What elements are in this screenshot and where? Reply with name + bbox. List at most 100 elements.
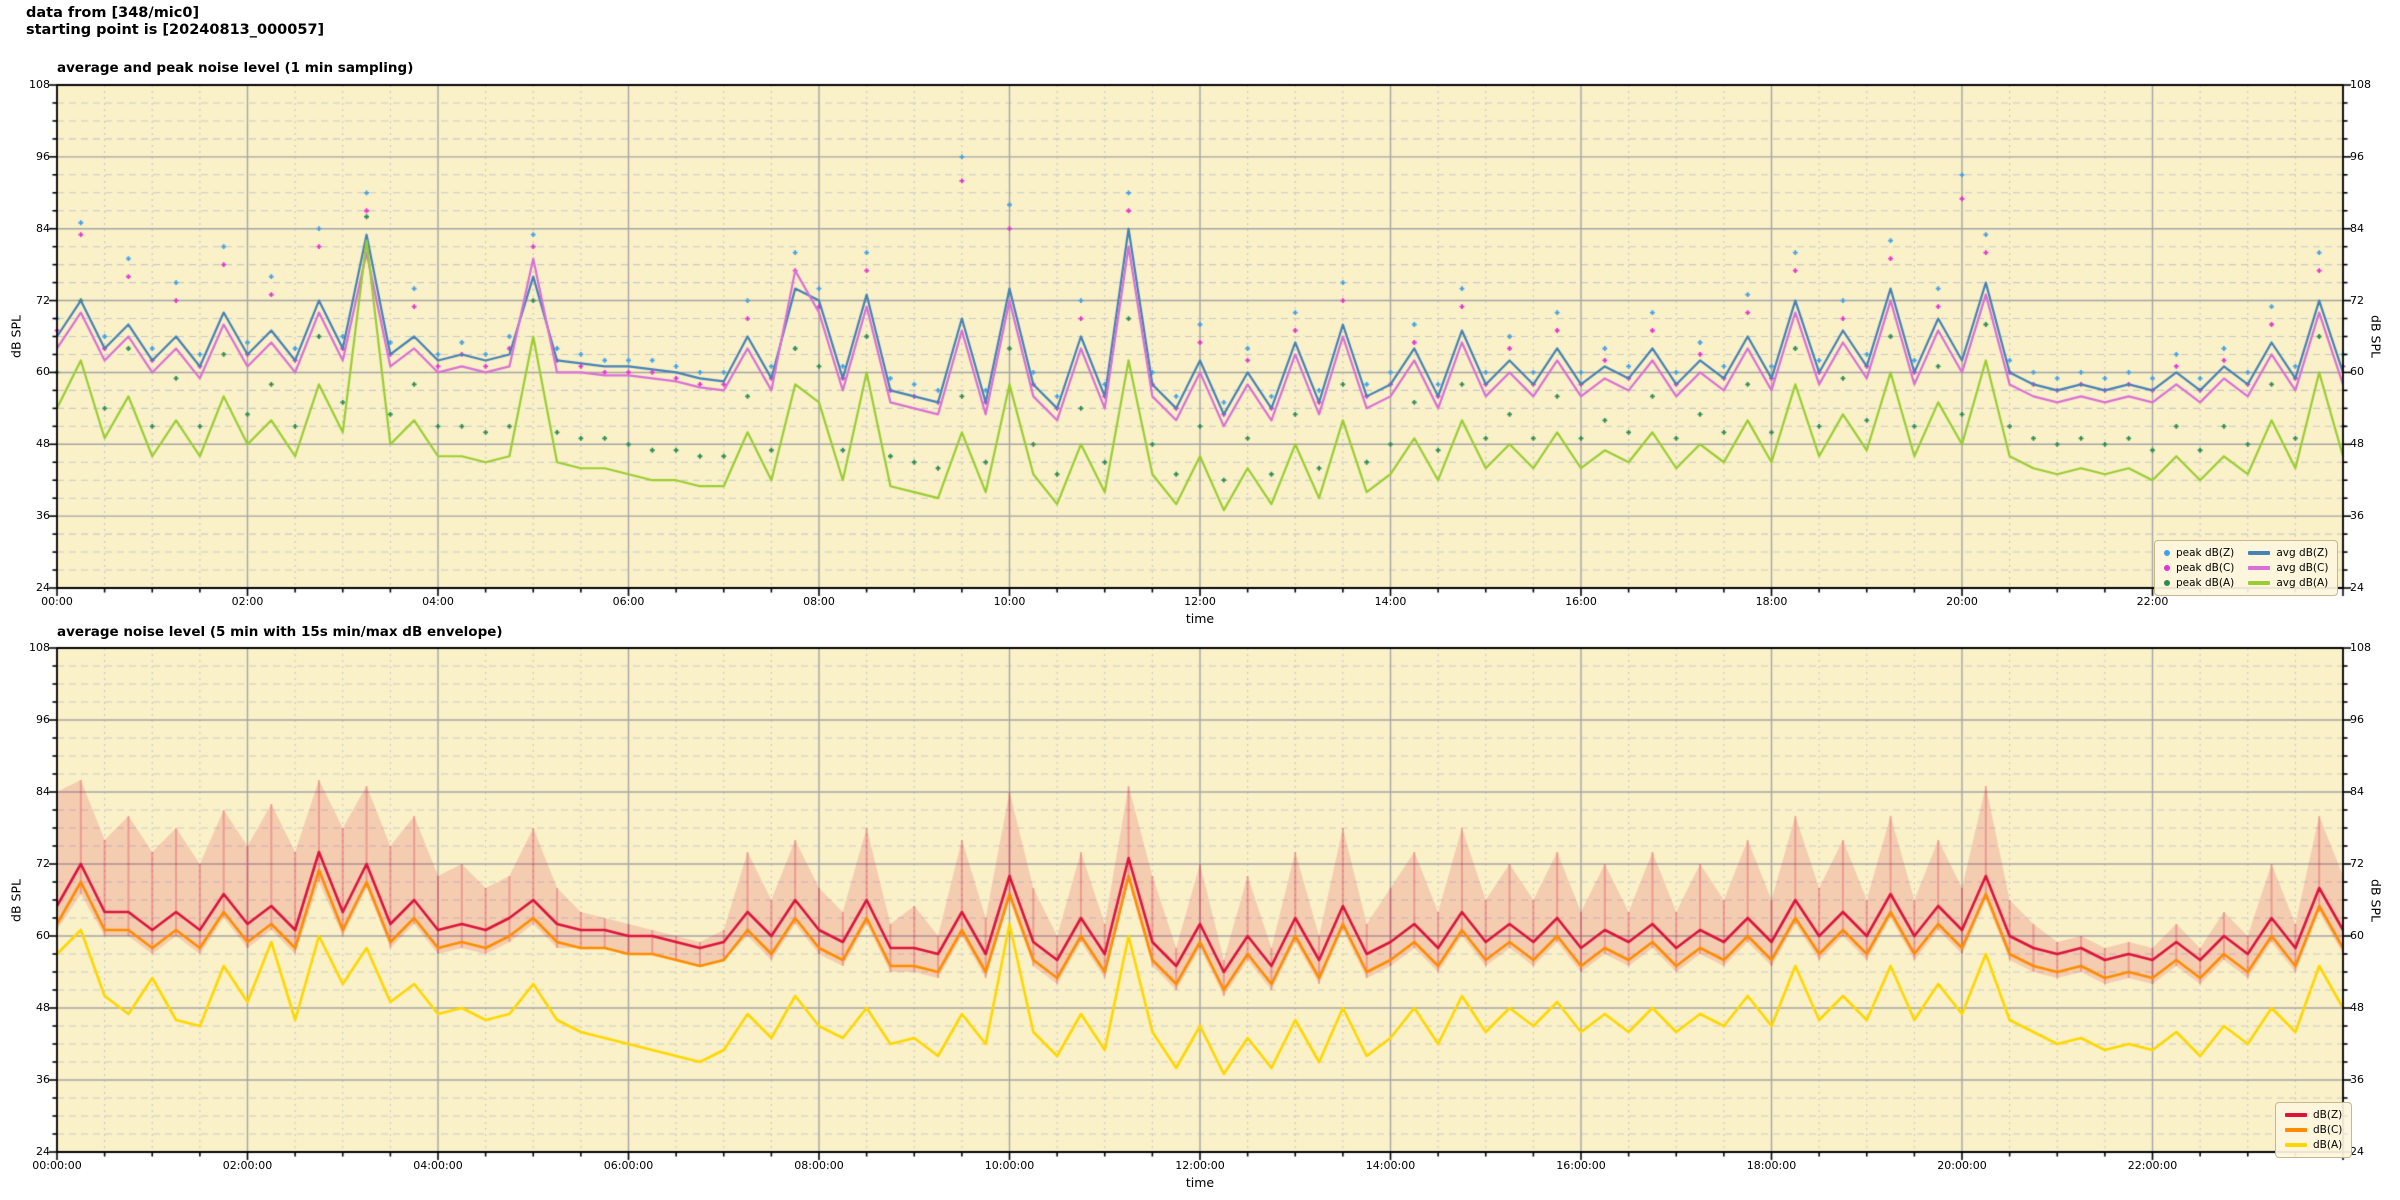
top-chart-y-tick-label-left: 36 [36, 509, 50, 523]
legend-label: dB(Z) [2313, 1109, 2343, 1121]
legend-line-marker [2248, 566, 2271, 570]
top-chart-x-tick-label: 22:00 [2136, 595, 2169, 608]
bottom-chart-ylabel-right: dB SPL [2368, 879, 2384, 922]
bottom-chart-x-tick-label: 10:00:00 [984, 1159, 1035, 1172]
bottom-chart-x-tick-label: 16:00:00 [1556, 1159, 1606, 1172]
top-chart-y-tick-label-right: 72 [2350, 293, 2364, 307]
legend-dot-marker [2164, 550, 2170, 556]
top-chart-x-tick-label: 10:00 [993, 595, 1026, 608]
bottom-chart-y-tick-label-left: 48 [36, 1001, 50, 1014]
legend-line-marker [2285, 1113, 2307, 1117]
legend-column: avg dB(Z) avg dB(C) avg dB(A) [2248, 546, 2328, 590]
top-chart-y-tick-label-right: 24 [2350, 581, 2364, 594]
top-chart-x-tick-label: 04:00 [422, 595, 454, 608]
bottom-chart-x-tick-label: 18:00:00 [1746, 1159, 1797, 1172]
top-chart-y-tick-label-right: 36 [2350, 509, 2364, 523]
top-chart-y-tick-label-left: 24 [36, 581, 50, 594]
legend-dot-marker [2164, 565, 2170, 571]
legend-dot-marker [2164, 580, 2170, 586]
bottom-chart-y-tick-label-left: 60 [36, 929, 50, 942]
top-chart-y-tick-label-right: 108 [2350, 78, 2371, 91]
bottom-chart-y-tick-label-right: 108 [2350, 641, 2371, 654]
bottom-chart-x-tick-label: 04:00:00 [413, 1159, 463, 1172]
bottom-chart-y-tick-label-right: 24 [2350, 1145, 2364, 1158]
bottom-chart-y-tick-label-right: 84 [2350, 785, 2364, 798]
legend-column: peak dB(Z) peak dB(C) peak dB(A) [2164, 546, 2234, 590]
legend-label: peak dB(A) [2176, 577, 2235, 589]
bottom-chart-y-tick-label-left: 96 [36, 713, 50, 726]
top-chart-x-tick-label: 06:00 [612, 595, 645, 608]
legend-label: peak dB(Z) [2176, 547, 2235, 559]
top-chart-y-tick-label-left: 84 [36, 221, 50, 235]
top-chart-legend: peak dB(Z) peak dB(C) peak dB(A) avg dB(Z) a… [2154, 540, 2339, 596]
legend-line-marker [2285, 1128, 2307, 1132]
legend-item: peak dB(Z) [2164, 546, 2234, 560]
bottom-chart-y-tick-label-right: 96 [2350, 713, 2364, 726]
legend-label: avg dB(Z) [2276, 547, 2329, 559]
bottom-chart-y-tick-label-left: 72 [36, 857, 50, 870]
bottom-chart-x-tick-label: 14:00:00 [1365, 1159, 1416, 1172]
figure-header: data from [348/mic0] starting point is [… [26, 5, 324, 39]
legend-label: dB(A) [2313, 1139, 2343, 1151]
bottom-chart-y-tick-label-left: 24 [36, 1145, 50, 1158]
bottom-chart-x-tick-label: 02:00:00 [222, 1159, 273, 1172]
header-data-source: data from [348/mic0] [26, 5, 200, 21]
top-chart-x-tick-label: 00:00 [41, 595, 73, 608]
top-chart-x-tick-label: 16:00 [1565, 595, 1597, 608]
legend-item: dB(C) [2285, 1123, 2342, 1137]
top-chart-x-tick-label: 18:00 [1755, 595, 1788, 608]
top-chart-x-tick-label: 12:00 [1184, 595, 1216, 608]
bottom-chart-x-tick-label: 06:00:00 [603, 1159, 654, 1172]
top-chart-y-tick-label-right: 48 [2350, 437, 2364, 451]
legend-item: peak dB(C) [2164, 561, 2234, 575]
legend-label: avg dB(A) [2276, 577, 2329, 589]
legend-label: avg dB(C) [2276, 562, 2329, 574]
bottom-chart-y-tick-label-right: 48 [2350, 1001, 2364, 1014]
bottom-chart-ylabel-left: dB SPL [8, 879, 24, 922]
legend-line-marker [2248, 581, 2271, 585]
top-chart-title: average and peak noise level (1 min samp… [57, 60, 414, 76]
top-chart-y-tick-label-left: 60 [36, 365, 50, 379]
bottom-chart-legend: dB(Z) dB(C) dB(A) [2275, 1102, 2353, 1158]
bottom-chart-x-tick-label: 08:00:00 [794, 1159, 844, 1172]
bottom-chart-y-tick-label-right: 36 [2350, 1073, 2364, 1086]
bottom-chart-x-tick-label: 12:00:00 [1175, 1159, 1225, 1172]
bottom-chart-xlabel: time [1185, 1175, 1215, 1190]
top-chart-y-tick-label-left: 48 [36, 437, 50, 451]
top-chart-y-tick-label-right: 84 [2350, 221, 2364, 235]
bottom-chart-x-tick-label: 20:00:00 [1937, 1159, 1987, 1172]
legend-line-marker [2248, 551, 2271, 555]
bottom-chart-y-tick-label-left: 36 [36, 1073, 50, 1086]
top-chart-y-tick-label-right: 60 [2350, 365, 2364, 379]
top-chart-ylabel-right: dB SPL [2368, 315, 2384, 358]
legend-label: dB(C) [2313, 1124, 2343, 1136]
top-chart-y-tick-label-left: 108 [29, 78, 50, 91]
bottom-chart-y-tick-label-right: 72 [2350, 857, 2364, 870]
bottom-chart-title: average noise level (5 min with 15s min/… [57, 624, 503, 640]
bottom-chart-y-tick-label-left: 84 [36, 785, 50, 798]
top-chart-x-tick-label: 14:00 [1374, 595, 1407, 608]
legend-item: avg dB(A) [2248, 576, 2328, 590]
legend-item: peak dB(A) [2164, 576, 2234, 590]
legend-item: avg dB(Z) [2248, 546, 2328, 560]
bottom-chart-y-tick-label-left: 108 [29, 641, 50, 654]
top-chart-y-tick-label-left: 72 [36, 293, 50, 307]
legend-item: avg dB(C) [2248, 561, 2328, 575]
top-chart-ylabel-left: dB SPL [8, 315, 24, 358]
legend-column: dB(Z) dB(C) dB(A) [2285, 1108, 2342, 1152]
bottom-chart-y-tick-label-right: 60 [2350, 929, 2364, 942]
legend-line-marker [2285, 1143, 2307, 1147]
legend-label: peak dB(C) [2176, 562, 2235, 574]
top-chart-y-tick-label-right: 96 [2350, 149, 2364, 163]
legend-item: dB(Z) [2285, 1108, 2342, 1122]
bottom-chart-x-tick-label: 22:00:00 [2127, 1159, 2178, 1172]
top-chart-x-tick-label: 20:00 [1946, 595, 1978, 608]
top-chart-x-tick-label: 08:00 [803, 595, 835, 608]
bottom-chart-x-tick-label: 00:00:00 [32, 1159, 82, 1172]
top-chart-x-tick-label: 02:00 [231, 595, 264, 608]
header-starting-point: starting point is [20240813_000057] [26, 22, 325, 38]
top-chart-xlabel: time [1185, 611, 1215, 626]
top-chart-y-tick-label-left: 96 [36, 149, 50, 163]
